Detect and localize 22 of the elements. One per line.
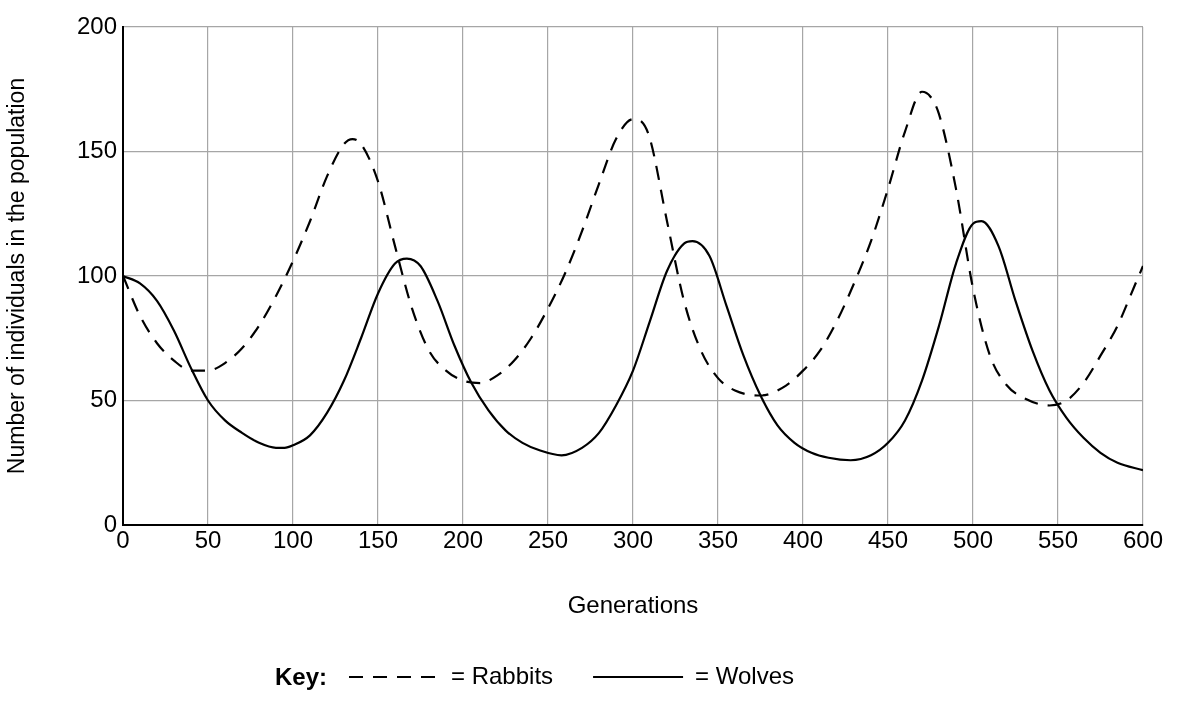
x-tick-label: 250 (527, 526, 569, 554)
x-tick-label: 50 (194, 526, 222, 554)
x-tick-label: 200 (442, 526, 484, 554)
x-tick-label: 100 (272, 526, 314, 554)
x-tick-label: 400 (782, 526, 824, 554)
legend-label: = Wolves (695, 661, 794, 689)
x-tick-label: 300 (612, 526, 654, 554)
x-tick-label: 350 (697, 526, 739, 554)
x-tick-label: 500 (952, 526, 994, 554)
y-tick-label: 100 (76, 260, 117, 288)
x-tick-label: 450 (867, 526, 909, 554)
y-tick-label: 50 (90, 385, 117, 413)
y-tick-label: 150 (76, 136, 117, 164)
y-axis-title: Number of individuals in the population (3, 77, 30, 475)
x-tick-label: 150 (357, 526, 399, 554)
x-axis-title: Generations (567, 591, 699, 619)
x-tick-label: 550 (1037, 526, 1079, 554)
y-tick-label: 0 (103, 509, 117, 537)
y-tick-label: 200 (76, 11, 117, 39)
legend-title: Key: (274, 663, 327, 691)
legend-label: = Rabbits (451, 661, 554, 689)
x-tick-label: 600 (1122, 526, 1164, 554)
